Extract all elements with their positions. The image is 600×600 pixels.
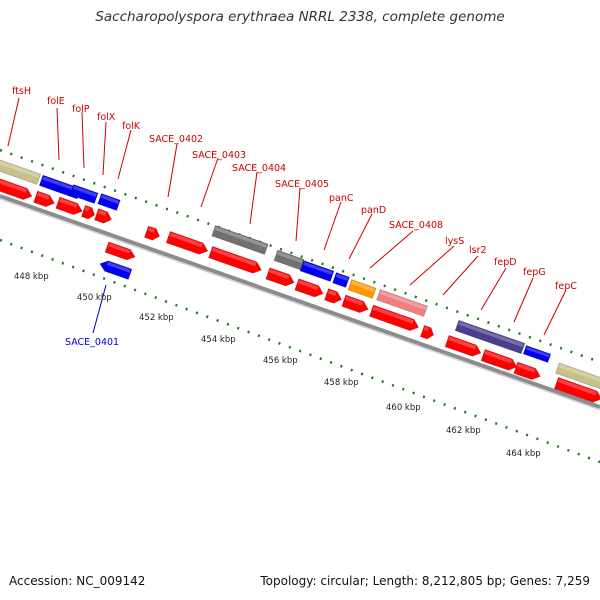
gene-label-folX[interactable]: folX: [97, 112, 116, 123]
map-title: Saccharopolyspora erythraea NRRL 2338, c…: [95, 9, 505, 25]
gene-label-lsr2[interactable]: lsr2: [469, 245, 487, 256]
scale-dotted-line: [0, 238, 600, 464]
feature-upper-3[interactable]: [97, 193, 121, 211]
feature-lower-20[interactable]: [208, 245, 264, 275]
gene-label-SACE_0404[interactable]: SACE_0404: [232, 163, 286, 174]
gene-label-panC[interactable]: panC: [329, 193, 354, 204]
feature-lower-16[interactable]: [80, 204, 96, 220]
scale-label-462: 462 kbp: [446, 426, 481, 436]
feature-lower-29[interactable]: [513, 361, 543, 382]
feature-lower-17[interactable]: [94, 208, 113, 226]
gene-label-fepC[interactable]: fepC: [555, 281, 577, 292]
features-layer: [0, 159, 600, 404]
feature-lower-28[interactable]: [480, 348, 519, 372]
scale-label-454: 454 kbp: [201, 335, 236, 345]
feature-upper-11[interactable]: [522, 345, 552, 363]
feature-lower-24[interactable]: [341, 294, 371, 315]
feature-lower-26[interactable]: [419, 324, 435, 340]
feature-lower-31[interactable]: [104, 241, 137, 262]
feature-upper-8[interactable]: [347, 279, 377, 299]
feature-upper-7[interactable]: [332, 272, 350, 288]
feature-lower-22[interactable]: [294, 278, 325, 300]
gene-label-folE[interactable]: folE: [47, 96, 65, 107]
gene-label-fepG[interactable]: fepG: [523, 267, 546, 278]
scale-label-456: 456 kbp: [263, 356, 298, 366]
feature-upper-0[interactable]: [0, 159, 41, 185]
gene-label-SACE_0405[interactable]: SACE_0405: [275, 179, 329, 190]
feature-lower-23[interactable]: [324, 288, 343, 306]
accession-text: Accession: NC_009142: [9, 574, 146, 588]
gene-label-SACE_0408[interactable]: SACE_0408: [389, 220, 443, 231]
scale-labels: 448 kbp 450 kbp 452 kbp 454 kbp 456 kbp …: [14, 272, 541, 459]
scale-label-458: 458 kbp: [324, 378, 359, 388]
feature-lower-27[interactable]: [444, 334, 483, 358]
gene-label-SACE_0403[interactable]: SACE_0403: [192, 150, 246, 161]
gene-label-SACE_0401[interactable]: SACE_0401: [65, 337, 119, 348]
feature-upper-10[interactable]: [454, 319, 526, 355]
scale-label-460: 460 kbp: [386, 403, 421, 413]
feature-lower-18[interactable]: [144, 225, 161, 242]
feature-upper-5[interactable]: [273, 249, 305, 271]
feature-upper-6[interactable]: [299, 260, 335, 282]
scale-label-450: 450 kbp: [77, 293, 112, 303]
feature-upper-2[interactable]: [69, 184, 99, 204]
reverse-label-leader: [92, 284, 107, 334]
feature-upper-4[interactable]: [211, 225, 269, 255]
gene-label-folK[interactable]: folK: [122, 121, 141, 132]
feature-lower-14[interactable]: [33, 190, 57, 209]
gene-label-fepD[interactable]: fepD: [494, 257, 517, 268]
scale-label-452: 452 kbp: [139, 313, 174, 323]
feature-lower-30[interactable]: [553, 376, 600, 404]
feature-lower-25[interactable]: [369, 304, 420, 333]
feature-lower-15[interactable]: [55, 196, 85, 217]
scale-label-448: 448 kbp: [14, 272, 49, 282]
feature-upper-12[interactable]: [555, 362, 600, 390]
feature-lower-21[interactable]: [265, 267, 296, 289]
genome-summary-text: Topology: circular; Length: 8,212,805 bp…: [260, 574, 590, 588]
feature-lower-19[interactable]: [165, 230, 210, 256]
gene-label-ftsH[interactable]: ftsH: [12, 86, 31, 97]
gene-label-panD[interactable]: panD: [361, 205, 386, 216]
gene-label-SACE_0402[interactable]: SACE_0402: [149, 134, 203, 145]
feature-reverse-32[interactable]: [98, 259, 133, 280]
gene-label-lysS[interactable]: lysS: [445, 236, 464, 247]
forward-gene-labels: ftsH folE folP folX folK SACE_0402 SACE_…: [12, 86, 577, 292]
forward-label-leaders: [7, 97, 567, 336]
scale-label-464: 464 kbp: [506, 449, 541, 459]
gene-label-folP[interactable]: folP: [72, 104, 90, 115]
feature-lower-13[interactable]: [0, 177, 34, 202]
backbone: [0, 194, 600, 411]
feature-upper-9[interactable]: [376, 289, 428, 317]
